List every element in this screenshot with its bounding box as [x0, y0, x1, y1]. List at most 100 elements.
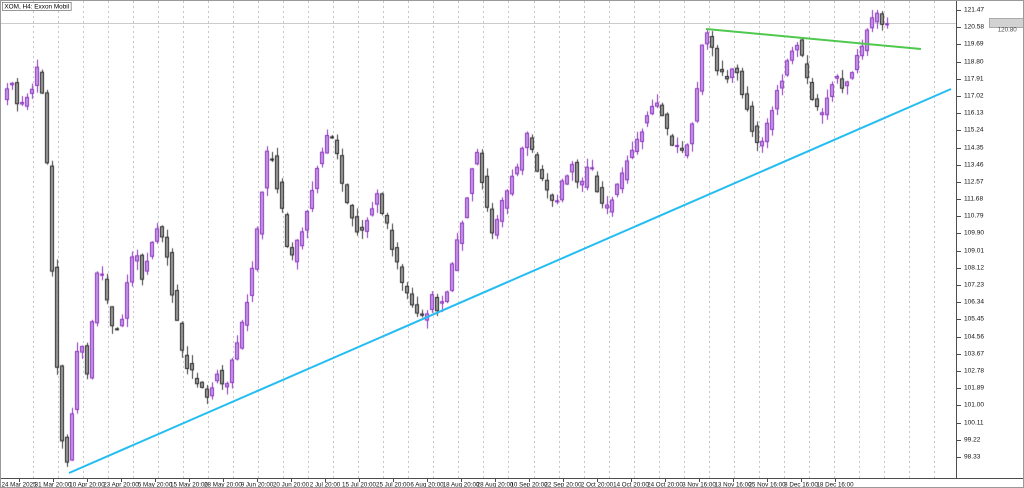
price-axis-tick	[957, 250, 961, 252]
time-axis-tick	[733, 479, 734, 482]
price-axis-tick	[957, 353, 961, 355]
time-axis-tick	[597, 479, 598, 482]
price-axis-label: 107.23	[964, 280, 985, 289]
price-axis-tick	[957, 113, 961, 115]
price-axis-tick	[957, 199, 961, 201]
time-axis-label: 24 Oct 20:00	[647, 481, 683, 488]
time-axis-tick	[359, 479, 360, 482]
time-axis-tick	[631, 479, 632, 482]
price-axis-label: 101.89	[964, 384, 985, 392]
bid-price-tag: 120.80	[989, 18, 1023, 33]
price-axis-label: 109.90	[964, 229, 985, 237]
price-axis-tick	[957, 319, 961, 321]
time-axis-label: 28 May 20:00	[204, 481, 242, 488]
descending-resistance-trendline[interactable]	[705, 28, 922, 50]
trendlines-layer	[68, 28, 952, 474]
candlestick-canvas[interactable]	[1, 1, 956, 478]
price-axis-tick	[957, 78, 961, 80]
price-axis-label: 98.33	[964, 452, 981, 461]
price-axis-tick	[957, 405, 961, 407]
time-axis-tick	[563, 479, 564, 482]
price-axis-label: 111.68	[964, 194, 984, 203]
price-axis-label: 114.35	[964, 143, 984, 151]
price-axis-label: 116.13	[964, 109, 984, 117]
time-axis-tick	[835, 479, 836, 482]
time-axis-label: 18 Aug 20:00	[442, 481, 480, 488]
price-scale[interactable]: 120.80 121.47 120.58 119.69 118.80 117.91 117…	[956, 1, 1023, 478]
time-scale[interactable]: 24 Mar 2025 31 Mar 20:00 10 Apr 20:00 23 Ap…	[1, 478, 1023, 488]
time-axis-tick	[495, 479, 496, 482]
price-axis-label: 105.45	[964, 315, 985, 323]
time-axis-tick	[665, 479, 666, 482]
price-axis-tick	[957, 61, 961, 63]
time-axis-label: 8 Dec 16:00	[784, 481, 818, 488]
time-axis-tick	[767, 479, 768, 482]
price-axis-label: 117.91	[964, 74, 984, 83]
price-axis-tick	[957, 95, 961, 97]
price-axis-label: 103.67	[964, 349, 985, 358]
price-axis-tick	[957, 233, 961, 235]
time-axis-label: 25 Nov 16:00	[748, 481, 786, 488]
time-axis-tick	[223, 479, 224, 482]
price-axis-label: 118.80	[964, 57, 984, 65]
time-axis-label: 10 Apr 20:00	[69, 481, 105, 488]
price-axis-label: 115.24	[964, 126, 984, 134]
price-axis-tick	[957, 164, 961, 166]
time-axis-label: 14 Oct 20:00	[613, 481, 649, 488]
time-axis-tick	[155, 479, 156, 482]
time-axis-label: 31 Mar 20:00	[34, 481, 72, 488]
price-axis-label: 99.22	[964, 435, 981, 444]
ascending-support-trendline[interactable]	[68, 88, 952, 474]
price-axis-tick	[957, 267, 961, 269]
time-axis-label: 15 Jul 20:00	[341, 481, 377, 488]
time-axis-tick	[121, 479, 122, 482]
price-axis-label: 102.78	[964, 366, 985, 375]
time-axis-label: 2 Oct 20:00	[580, 481, 614, 488]
price-axis-tick	[957, 302, 961, 304]
time-axis-label: 2 Jul 20:00	[309, 481, 341, 488]
price-axis-label: 120.58	[964, 23, 985, 31]
time-axis-label: 10 Sep 20:00	[510, 481, 548, 488]
price-axis-tick	[957, 388, 961, 390]
price-axis-tick	[957, 44, 961, 46]
time-axis-tick	[699, 479, 700, 482]
time-axis-label: 28 Aug 20:00	[476, 481, 514, 488]
time-axis-tick	[291, 479, 292, 482]
price-axis-label: 108.12	[964, 263, 985, 272]
price-axis-tick	[957, 216, 961, 218]
price-axis-label: 101.00	[964, 401, 985, 409]
price-axis-label: 109.01	[964, 246, 985, 254]
time-axis-tick	[529, 479, 530, 482]
price-axis-tick	[957, 181, 961, 183]
price-axis-tick	[957, 147, 961, 149]
time-axis-label: 25 Jul 20:00	[375, 481, 411, 488]
chart-plot-area[interactable]	[1, 1, 956, 478]
price-axis-tick	[957, 422, 961, 424]
time-axis-label: 22 Sep 20:00	[544, 481, 582, 488]
bid-price-value: 120.80	[997, 26, 1017, 34]
price-axis-label: 106.34	[964, 298, 985, 306]
time-axis-tick	[53, 479, 54, 482]
price-axis-tick	[957, 130, 961, 132]
time-axis-label: 23 Apr 20:00	[103, 481, 139, 488]
price-axis-label: 119.69	[964, 40, 984, 48]
time-axis-label: 9 Jun 20:00	[240, 481, 274, 488]
time-axis-label: 3 Nov 16:00	[682, 481, 716, 488]
price-axis-label: 112.57	[964, 177, 984, 186]
price-axis-tick	[957, 370, 961, 372]
time-axis-tick	[19, 479, 20, 482]
time-axis-label: 24 Mar 2025	[1, 481, 37, 488]
time-axis-tick	[801, 479, 802, 482]
price-axis-tick	[957, 439, 961, 441]
time-axis-tick	[393, 479, 394, 482]
price-axis-tick	[957, 336, 961, 338]
price-axis-label: 113.46	[964, 160, 984, 168]
time-axis-label: 20 Jun 20:00	[272, 481, 310, 488]
time-axis-tick	[461, 479, 462, 482]
price-axis-tick	[957, 285, 961, 287]
price-axis-label: 121.47	[964, 5, 985, 14]
time-axis-label: 5 May 20:00	[137, 481, 173, 488]
price-axis-label: 110.79	[964, 212, 984, 220]
symbol-title-box: XOM, H4: Exxon Mobil	[2, 2, 72, 11]
